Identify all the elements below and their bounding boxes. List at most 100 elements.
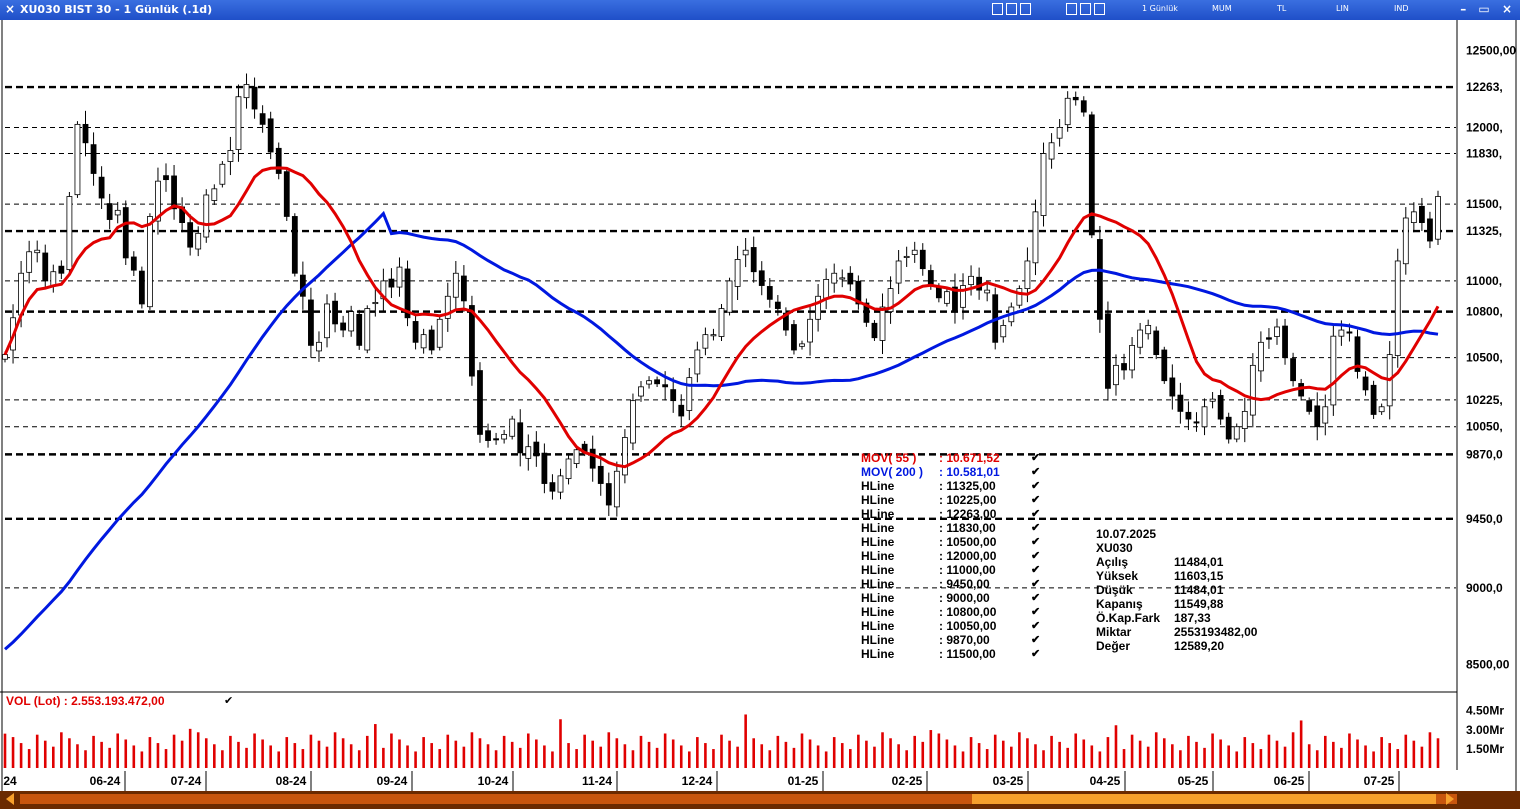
check-icon[interactable]: ✔	[1031, 480, 1041, 492]
volume-bar	[535, 739, 538, 768]
ohlc-row: Yüksek 11603,15	[1096, 569, 1223, 583]
price-label: 11500,	[1466, 197, 1502, 211]
candle-body	[171, 175, 177, 210]
indicator-option[interactable]: IND	[1394, 4, 1409, 13]
candle-body	[82, 123, 89, 144]
currency-option[interactable]: TL	[1277, 4, 1287, 13]
toolbar-tool-icon[interactable]	[1080, 3, 1091, 15]
volume-bar	[615, 738, 619, 768]
candle-body	[58, 265, 65, 274]
volume-bar	[317, 740, 321, 768]
check-icon[interactable]: ✔	[1031, 522, 1041, 534]
volume-bar	[1010, 746, 1013, 768]
volume-bar	[1243, 737, 1247, 768]
volume-bar	[607, 732, 611, 768]
scale-option[interactable]: LIN	[1336, 4, 1349, 13]
ohlc-key: Yüksek	[1096, 569, 1139, 583]
candle-body	[1346, 331, 1353, 334]
check-icon[interactable]: ✔	[1031, 634, 1041, 646]
date-label: 09-24	[377, 774, 408, 788]
candle-body	[227, 150, 234, 162]
price-label: 10050,	[1466, 420, 1503, 434]
toolbar-tool-icon[interactable]	[992, 3, 1003, 15]
period-option[interactable]: 1 Günlük	[1142, 4, 1178, 13]
check-icon[interactable]: ✔	[224, 694, 234, 707]
ohlc-key: Açılış	[1096, 555, 1129, 569]
check-icon[interactable]: ✔	[1031, 578, 1041, 590]
volume-bar	[108, 747, 111, 768]
hline-name: HLine	[861, 521, 895, 535]
candle-body	[316, 341, 322, 352]
check-icon[interactable]: ✔	[1031, 452, 1041, 464]
window-controls[interactable]: – ▭ ×	[1460, 2, 1516, 16]
scroll-track[interactable]	[20, 794, 1457, 804]
price-chart[interactable]: 12263, 12000, 11830, 11500, 11325, 11000, 1080…	[0, 20, 1520, 791]
close-chart-icon[interactable]: ×	[5, 2, 16, 16]
candle-body	[42, 252, 49, 282]
check-icon[interactable]: ✔	[1031, 550, 1041, 562]
volume-bar	[1154, 732, 1158, 768]
check-icon[interactable]: ✔	[1031, 564, 1041, 576]
volume-bar	[1235, 751, 1239, 768]
candle-body	[831, 272, 838, 284]
ohlc-value: 11549,88	[1174, 597, 1224, 611]
chart-type-option[interactable]: MUM	[1212, 4, 1232, 13]
toolbar-tool-icon[interactable]	[1006, 3, 1017, 15]
chart-background	[0, 20, 1520, 791]
toolbar-tool-icon[interactable]	[1094, 3, 1105, 15]
candle-body	[1169, 377, 1176, 397]
check-icon[interactable]: ✔	[1031, 466, 1041, 478]
volume-bar	[180, 740, 184, 768]
candle-body	[557, 475, 564, 493]
candle-body	[573, 449, 580, 464]
hline-name: HLine	[861, 535, 895, 549]
horizontal-scrollbar[interactable]	[0, 791, 1520, 809]
scroll-right-icon[interactable]	[1446, 793, 1454, 805]
check-icon[interactable]: ✔	[1031, 606, 1041, 618]
volume-bar	[631, 750, 635, 768]
date-label: 10-24	[478, 774, 509, 788]
candle-body	[1370, 384, 1377, 415]
toolbar-tool-icon[interactable]	[1066, 3, 1077, 15]
volume-bar	[510, 741, 514, 768]
scroll-thumb[interactable]	[972, 794, 1436, 804]
date-label: 12-24	[682, 774, 713, 788]
volume-bar	[913, 735, 917, 768]
candle-body	[863, 302, 870, 323]
candle-body	[1185, 411, 1192, 420]
check-icon[interactable]: ✔	[1031, 508, 1041, 520]
hline-value: : 11000,00	[939, 563, 996, 577]
candle-body	[50, 271, 57, 286]
price-tick-label: 8500,00	[1466, 658, 1510, 672]
candle-body	[469, 305, 475, 377]
candle-body	[1274, 326, 1280, 337]
volume-bar	[116, 733, 120, 768]
candle-body	[1121, 363, 1127, 371]
volume-bar	[237, 741, 240, 768]
check-icon[interactable]: ✔	[1031, 494, 1041, 506]
volume-bar	[414, 751, 417, 768]
volume-bar	[19, 743, 23, 768]
candle-body	[855, 280, 862, 305]
candle-body	[1177, 394, 1184, 412]
ohlc-value: 12589,20	[1174, 639, 1225, 653]
volume-bar	[655, 747, 659, 768]
mov55-line	[3, 166, 1440, 469]
mov200-label: MOV( 200 )	[861, 465, 924, 479]
scroll-left-icon[interactable]	[6, 793, 14, 805]
check-icon[interactable]: ✔	[1031, 620, 1041, 632]
volume-tick-label: 4.50Mr	[1466, 704, 1504, 718]
candle-body	[74, 123, 81, 196]
volume-bar	[1001, 740, 1005, 768]
hline-value: : 10225,00	[939, 493, 997, 507]
check-icon[interactable]: ✔	[1031, 536, 1041, 548]
toolbar-tool-icon[interactable]	[1020, 3, 1031, 15]
volume-bar	[647, 741, 651, 768]
candle-body	[871, 322, 878, 339]
candle-body	[605, 483, 612, 506]
hline-name: HLine	[861, 479, 895, 493]
check-icon[interactable]: ✔	[1031, 592, 1041, 604]
check-icon[interactable]: ✔	[1031, 648, 1041, 660]
ohlc-row: Kapanış 11549,88	[1096, 597, 1223, 611]
candle-body	[799, 343, 805, 347]
